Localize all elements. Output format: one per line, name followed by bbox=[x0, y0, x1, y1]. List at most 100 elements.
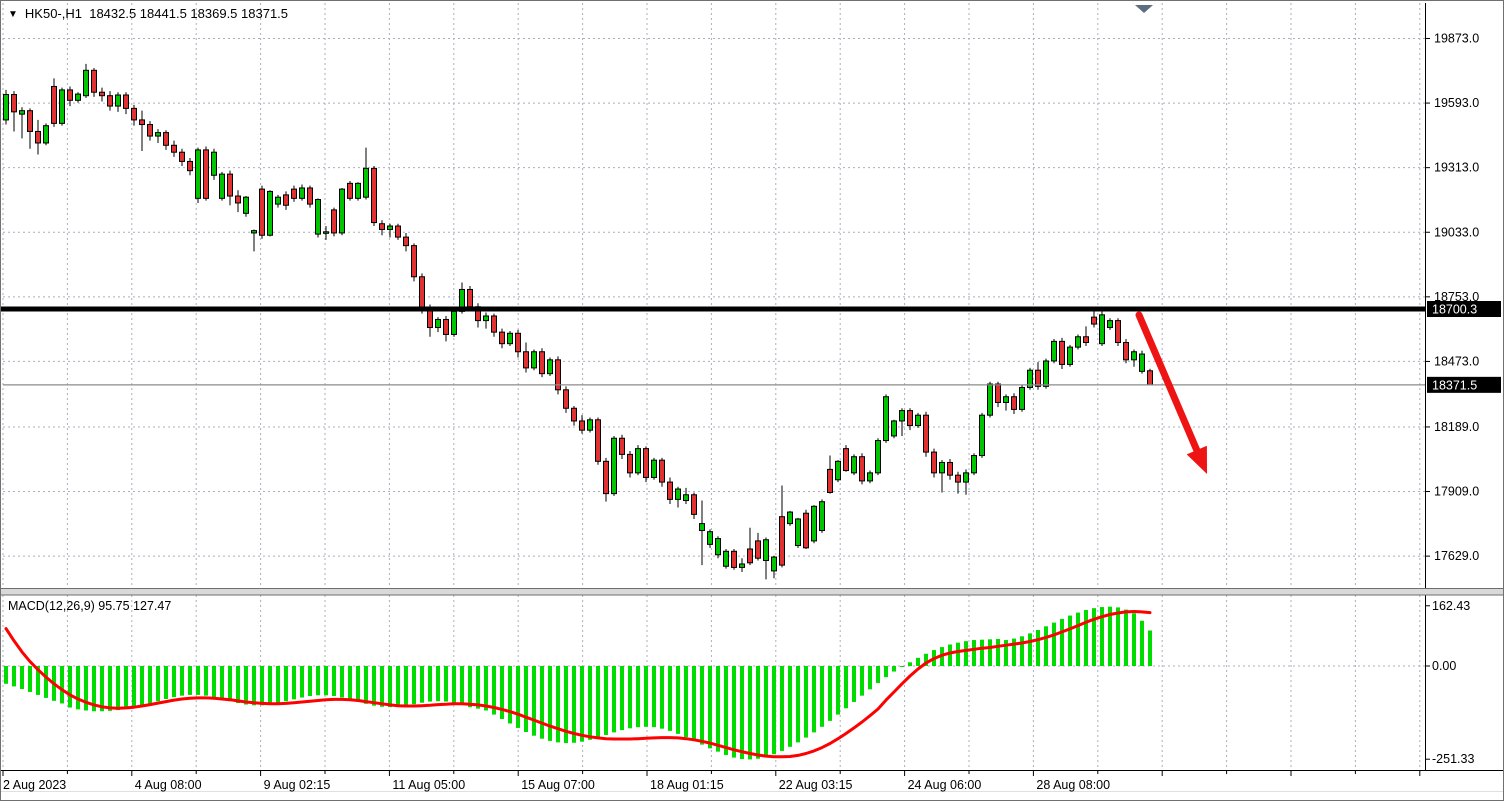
price-axis[interactable] bbox=[1425, 3, 1503, 770]
candle bbox=[307, 185, 313, 208]
indicator-plot[interactable] bbox=[3, 595, 1425, 770]
candle bbox=[355, 182, 361, 201]
macd-histogram-bar bbox=[92, 666, 96, 712]
candle bbox=[699, 500, 705, 566]
macd-histogram-bar bbox=[1140, 620, 1144, 666]
trend-arrow-annotation[interactable] bbox=[1135, 311, 1207, 474]
macd-histogram-bar bbox=[900, 666, 904, 667]
macd-histogram-bar bbox=[612, 666, 616, 733]
candle bbox=[755, 532, 761, 561]
indicator-tick-label: -251.33 bbox=[1432, 752, 1474, 766]
macd-histogram-bar bbox=[676, 666, 680, 734]
candle bbox=[379, 220, 385, 236]
candle bbox=[323, 226, 329, 240]
macd-histogram-bar bbox=[156, 666, 160, 702]
candle bbox=[387, 223, 393, 238]
indicator-axis-labels: 162.43 0.00 -251.33 bbox=[1425, 599, 1474, 766]
candle bbox=[971, 453, 977, 476]
candle bbox=[267, 190, 273, 237]
candle bbox=[803, 509, 809, 549]
main-chart-plot[interactable] bbox=[3, 3, 1425, 588]
macd-histogram-bar bbox=[60, 666, 64, 704]
candle bbox=[259, 185, 265, 239]
candle bbox=[787, 510, 793, 526]
macd-histogram-bar bbox=[844, 666, 848, 709]
macd-histogram-bar bbox=[708, 666, 712, 749]
candle bbox=[1019, 385, 1025, 412]
candle bbox=[875, 438, 881, 476]
macd-histogram-bar bbox=[420, 666, 424, 703]
macd-histogram-bar bbox=[580, 666, 584, 742]
macd-histogram-bar bbox=[1068, 615, 1072, 666]
candle-series bbox=[3, 63, 1153, 580]
macd-histogram-bar bbox=[332, 666, 336, 697]
macd-histogram-bar bbox=[756, 666, 760, 759]
macd-histogram-bar bbox=[436, 666, 440, 702]
macd-histogram-bar bbox=[636, 666, 640, 728]
macd-histogram-bar bbox=[868, 666, 872, 690]
candle bbox=[363, 147, 369, 200]
candle bbox=[835, 460, 841, 483]
candle bbox=[3, 89, 9, 125]
candle bbox=[747, 527, 753, 566]
macd-histogram-bar bbox=[228, 666, 232, 702]
candle bbox=[147, 121, 153, 141]
candle bbox=[1003, 394, 1009, 411]
macd-histogram-bar bbox=[1012, 638, 1016, 666]
candle bbox=[1083, 326, 1089, 346]
macd-histogram-bar bbox=[652, 666, 656, 728]
candle bbox=[107, 91, 113, 111]
price-axis-labels: 19873.0 19593.0 19313.0 19033.0 18753.0 18473… bbox=[1425, 31, 1479, 563]
macd-histogram-bar bbox=[220, 666, 224, 699]
macd-histogram-bar bbox=[364, 666, 368, 704]
macd-signal-line bbox=[4, 610, 1152, 759]
macd-histogram-bar bbox=[340, 666, 344, 698]
macd-histogram-bar bbox=[172, 666, 176, 698]
macd-histogram-bar bbox=[916, 657, 920, 666]
time-tick-label: 18 Aug 01:15 bbox=[650, 778, 724, 792]
candle bbox=[1131, 349, 1137, 367]
macd-histogram-bar bbox=[596, 666, 600, 738]
macd-histogram-bar bbox=[476, 666, 480, 709]
macd-histogram-bar bbox=[516, 666, 520, 728]
macd-histogram-bar bbox=[4, 666, 8, 684]
candle bbox=[235, 190, 241, 213]
candle bbox=[739, 558, 745, 573]
macd-histogram-bar bbox=[44, 666, 48, 698]
candle bbox=[1043, 358, 1049, 389]
macd-histogram-bar bbox=[84, 666, 88, 711]
macd-histogram-bar bbox=[428, 666, 432, 702]
macd-histogram-bar bbox=[564, 666, 568, 744]
macd-histogram-bar bbox=[380, 666, 384, 707]
macd-histogram-bar bbox=[212, 666, 216, 698]
candle bbox=[243, 196, 249, 217]
macd-histogram-bar bbox=[100, 666, 104, 712]
macd-histogram-bar bbox=[532, 666, 536, 736]
macd-histogram-bar bbox=[356, 666, 360, 702]
candle bbox=[155, 129, 161, 143]
candle bbox=[715, 536, 721, 559]
candle bbox=[723, 548, 729, 569]
candle bbox=[411, 243, 417, 282]
candle bbox=[67, 86, 73, 107]
macd-histogram-bar bbox=[620, 666, 624, 731]
macd-histogram-bar bbox=[348, 666, 352, 700]
candle bbox=[691, 492, 697, 519]
macd-histogram-bar bbox=[164, 666, 168, 699]
macd-histogram-bar bbox=[668, 666, 672, 731]
time-tick-label: 22 Aug 03:15 bbox=[779, 778, 853, 792]
macd-histogram-bar bbox=[1044, 626, 1048, 666]
macd-histogram-bar bbox=[924, 653, 928, 666]
candle bbox=[595, 417, 601, 465]
candle bbox=[547, 357, 553, 376]
macd-histogram-bar bbox=[308, 666, 312, 697]
time-tick-label: 2 Aug 2023 bbox=[3, 778, 66, 792]
candle bbox=[443, 315, 449, 342]
horizontal-line-object[interactable] bbox=[1, 306, 1425, 312]
macd-histogram-bar bbox=[772, 666, 776, 755]
macd-histogram-bar bbox=[316, 666, 320, 696]
time-axis[interactable] bbox=[1, 771, 1503, 800]
candle bbox=[299, 184, 305, 201]
indicator-tick-label: 162.43 bbox=[1432, 599, 1470, 613]
